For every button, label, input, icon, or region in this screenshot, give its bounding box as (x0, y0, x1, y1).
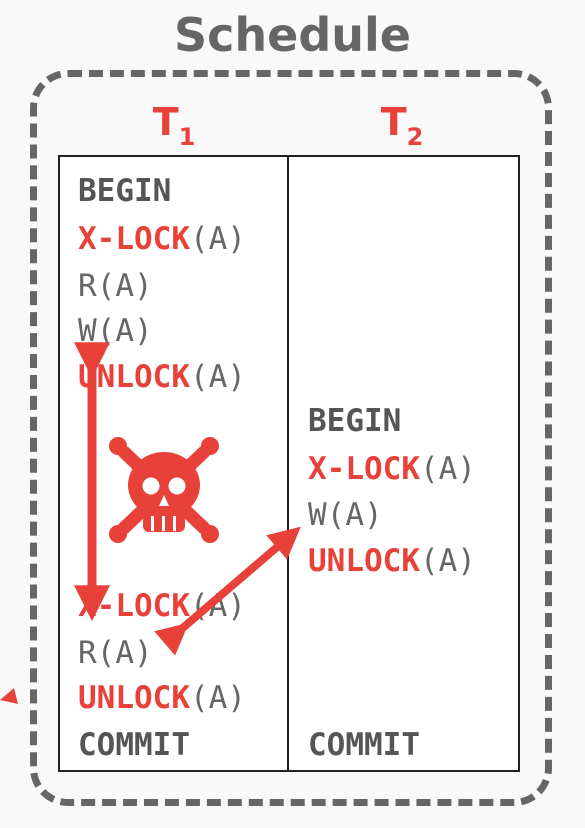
t2-commit: COMMIT (308, 727, 420, 763)
schedule-title: Schedule (174, 8, 411, 62)
t1-commit: COMMIT (78, 727, 190, 763)
schedule-table (58, 155, 520, 772)
skull-crossbones-icon (109, 437, 219, 543)
txn-header-t2: T2 (380, 100, 424, 151)
offscreen-arrow-fragment (0, 688, 18, 704)
t1-begin: BEGIN (78, 173, 172, 209)
t1-read-2: R(A) (78, 635, 153, 671)
t2-begin: BEGIN (308, 403, 402, 439)
schedule-frame (30, 70, 552, 806)
t2-xlock: X-LOCK(A) (308, 451, 476, 487)
txn-header-t1: T1 (152, 100, 196, 151)
t1-unlock-2: UNLOCK(A) (78, 680, 246, 716)
t1-read-1: R(A) (78, 268, 153, 304)
t2-unlock: UNLOCK(A) (308, 543, 476, 579)
t2-write: W(A) (308, 497, 383, 533)
t1-xlock-1: X-LOCK(A) (78, 221, 246, 257)
column-divider (287, 155, 289, 772)
diagonal-double-arrow (154, 526, 301, 656)
